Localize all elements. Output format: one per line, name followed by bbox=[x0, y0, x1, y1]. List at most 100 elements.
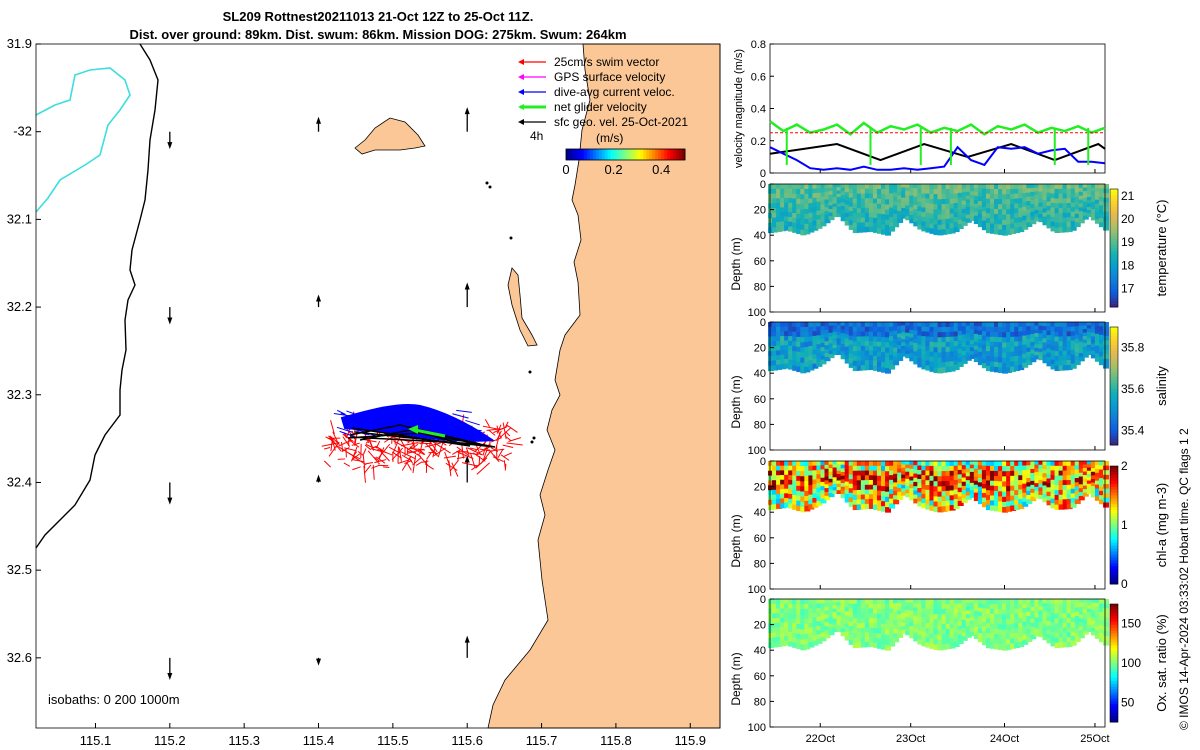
colorbar-cell bbox=[622, 149, 626, 160]
swim-vector bbox=[375, 456, 386, 464]
colorbar-cell bbox=[658, 149, 662, 160]
swim-vector bbox=[505, 424, 518, 433]
colorbar-cell bbox=[640, 149, 644, 160]
swim-vector bbox=[332, 437, 340, 445]
mainland-coast bbox=[487, 43, 721, 729]
swim-vector bbox=[362, 453, 366, 469]
dive-current-vector bbox=[377, 411, 392, 418]
islet bbox=[530, 440, 534, 444]
colorbar-cell bbox=[679, 149, 683, 160]
swim-vector bbox=[492, 456, 504, 463]
map-x-tick-label: 115.6 bbox=[451, 733, 483, 748]
dive-current-vector bbox=[408, 417, 425, 422]
colorbar-cell bbox=[661, 149, 665, 160]
colorbar-cell bbox=[598, 149, 603, 160]
swim-vector bbox=[451, 462, 459, 477]
net-glider-arrow bbox=[414, 428, 446, 438]
swim-vector bbox=[445, 462, 458, 471]
dive-current-vector bbox=[414, 414, 431, 419]
dive-current-vector bbox=[462, 429, 473, 437]
swim-vector bbox=[475, 445, 492, 456]
dive-current-vector bbox=[336, 426, 353, 433]
swim-vector bbox=[490, 447, 499, 453]
map-y-tick-label: -32 bbox=[13, 124, 32, 139]
swim-vector bbox=[406, 447, 409, 455]
dive-current-vector bbox=[452, 413, 469, 419]
swim-vector bbox=[484, 419, 490, 427]
dive-current-vector bbox=[340, 412, 353, 419]
colorbar-cell bbox=[676, 149, 680, 160]
colorbar-cell bbox=[589, 149, 594, 160]
swim-vector bbox=[330, 420, 335, 435]
colorbar-cell bbox=[649, 149, 653, 160]
swim-vector bbox=[321, 442, 340, 447]
swim-vector bbox=[411, 441, 416, 448]
swim-vector bbox=[351, 446, 358, 462]
swim-vector bbox=[447, 460, 451, 469]
swim-vector bbox=[443, 455, 456, 459]
isobath-label: isobaths: 0 200 1000m bbox=[48, 692, 180, 707]
dive-current-vector bbox=[370, 423, 385, 430]
map-x-tick-label: 115.3 bbox=[228, 733, 260, 748]
dive-current-vector bbox=[429, 408, 439, 415]
glider-track bbox=[347, 431, 496, 448]
swim-vector bbox=[404, 460, 412, 464]
swim-vector bbox=[369, 441, 374, 451]
swim-vector bbox=[433, 447, 447, 457]
swim-vector bbox=[461, 462, 478, 467]
swim-vector bbox=[343, 462, 351, 467]
map-x-tick-label: 115.2 bbox=[154, 733, 186, 748]
swim-vector bbox=[378, 447, 385, 460]
legend-arrow-gps_velocity bbox=[518, 74, 524, 80]
swim-vector bbox=[330, 437, 334, 452]
map-y-tick-label: 31.9 bbox=[7, 36, 32, 51]
swim-vector bbox=[342, 436, 351, 447]
dive-current-vector bbox=[390, 418, 402, 423]
glider-track-layer bbox=[347, 424, 496, 448]
map-y-tick-label: 32.6 bbox=[7, 650, 32, 665]
swim-vector bbox=[371, 464, 380, 469]
garden-island bbox=[507, 267, 538, 347]
colorbar-tick: 0.4 bbox=[652, 162, 670, 177]
swim-vector bbox=[496, 425, 502, 438]
colorbar-cell bbox=[667, 149, 671, 160]
swim-vector bbox=[353, 456, 367, 466]
colorbar-cell bbox=[673, 149, 677, 160]
geo-vector-head bbox=[167, 497, 173, 505]
islet bbox=[509, 236, 513, 240]
swim-vector bbox=[407, 451, 416, 454]
dive-current-vector bbox=[409, 433, 428, 437]
colorbar-cell bbox=[625, 149, 629, 160]
geo-vector-head bbox=[316, 116, 322, 124]
swim-vector bbox=[408, 457, 414, 464]
map-x-tick-label: 115.7 bbox=[526, 733, 558, 748]
colorbar-cell bbox=[637, 149, 641, 160]
swim-vector bbox=[496, 430, 502, 442]
dive-current-vector bbox=[441, 430, 454, 436]
dive-current-vector bbox=[387, 421, 402, 425]
legend-label-net_glider: net glider velocity bbox=[554, 100, 647, 114]
swim-vector bbox=[470, 447, 477, 451]
dive-current-vector bbox=[438, 425, 453, 431]
colorbar-unit: (m/s) bbox=[596, 131, 623, 145]
swim-vector bbox=[393, 440, 409, 450]
swim-vector bbox=[456, 456, 466, 460]
map-y-tick-label: 32.3 bbox=[7, 387, 32, 402]
map-x-tick-label: 115.9 bbox=[674, 733, 706, 748]
swim-vector bbox=[500, 454, 510, 461]
dive-current-vector bbox=[337, 409, 346, 415]
swim-vector bbox=[377, 448, 393, 456]
map-y-tick-label: 32.5 bbox=[7, 562, 32, 577]
colorbar-tick: 0.2 bbox=[605, 162, 623, 177]
swim-vector bbox=[333, 441, 342, 452]
map-frame bbox=[35, 43, 721, 729]
colorbar-cell bbox=[655, 149, 659, 160]
swim-vector bbox=[346, 428, 351, 437]
islet bbox=[532, 436, 536, 440]
colorbar-cell bbox=[601, 149, 606, 160]
colorbar-cell bbox=[682, 149, 686, 160]
swim-vector bbox=[398, 459, 410, 464]
swim-vector bbox=[354, 433, 358, 443]
colorbar-cell bbox=[574, 149, 579, 160]
